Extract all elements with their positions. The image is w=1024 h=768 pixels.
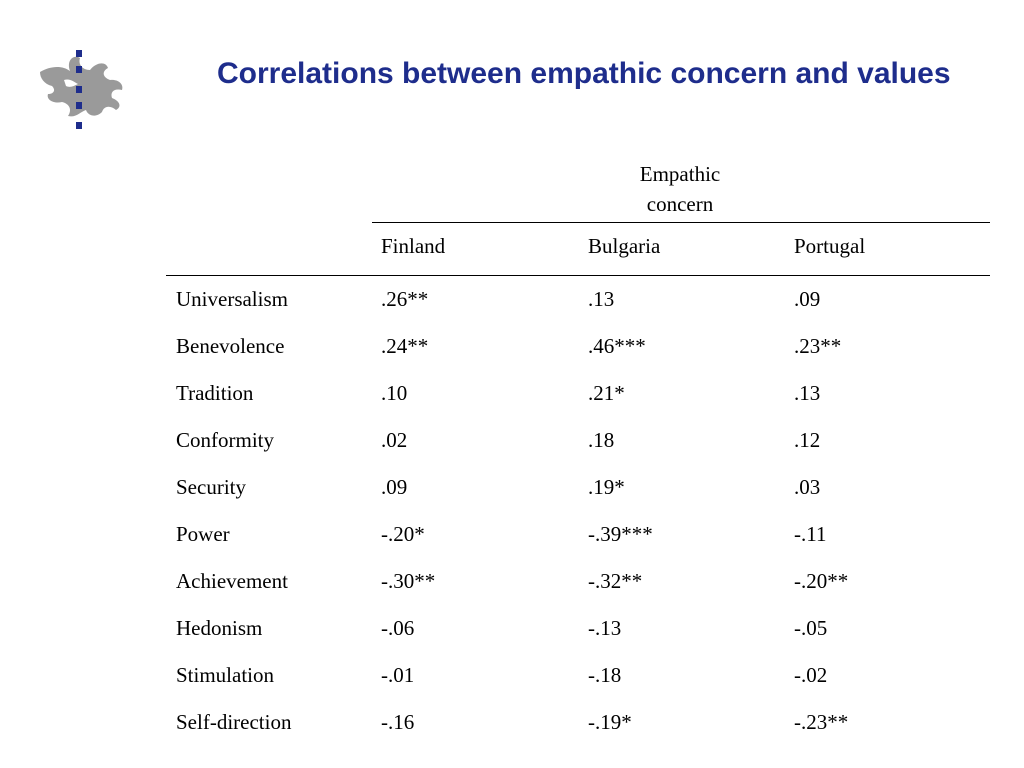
row-label: Tradition <box>176 381 254 405</box>
flame-logo-graphic <box>40 50 123 129</box>
row-label: Benevolence <box>176 334 285 358</box>
row-label: Hedonism <box>176 616 263 640</box>
cell-bulgaria: .18 <box>588 428 615 452</box>
group-header-line-1: Empathic <box>639 162 721 186</box>
table-header-rule <box>166 275 990 276</box>
table-row: Stimulation -.01 -.18 -.02 <box>0 660 1024 690</box>
cell-bulgaria: .13 <box>588 287 615 311</box>
cell-finland: .02 <box>381 428 408 452</box>
cell-bulgaria: .46*** <box>588 334 646 358</box>
cell-portugal: -.23** <box>794 710 849 734</box>
table-row: Tradition .10 .21* .13 <box>0 378 1024 408</box>
cell-bulgaria: -.39*** <box>588 522 653 546</box>
row-label: Self-direction <box>176 710 292 734</box>
cell-portugal: -.20** <box>794 569 849 593</box>
cell-portugal: .23** <box>794 334 842 358</box>
table-row: Hedonism -.06 -.13 -.05 <box>0 613 1024 643</box>
cell-portugal: .09 <box>794 287 821 311</box>
cell-portugal: .13 <box>794 381 821 405</box>
cell-portugal: .12 <box>794 428 821 452</box>
table-row: Achievement -.30** -.32** -.20** <box>0 566 1024 596</box>
cell-portugal: -.05 <box>794 616 828 640</box>
group-header-line-2: concern <box>646 192 714 216</box>
cell-bulgaria: -.18 <box>588 663 622 687</box>
table-row: Self-direction -.16 -.19* -.23** <box>0 707 1024 737</box>
table-row: Conformity .02 .18 .12 <box>0 425 1024 455</box>
cell-finland: .26** <box>381 287 429 311</box>
cell-bulgaria: .21* <box>588 381 625 405</box>
cell-finland: -.16 <box>381 710 415 734</box>
column-header-bulgaria: Bulgaria <box>588 234 661 258</box>
row-label: Stimulation <box>176 663 275 687</box>
cell-bulgaria: -.32** <box>588 569 643 593</box>
table-top-rule <box>372 222 990 223</box>
cell-finland: -.01 <box>381 663 415 687</box>
flame-logo-icon <box>34 46 134 136</box>
cell-portugal: -.11 <box>794 522 827 546</box>
cell-portugal: .03 <box>794 475 821 499</box>
table-row: Universalism .26** .13 .09 <box>0 284 1024 314</box>
cell-bulgaria: -.13 <box>588 616 622 640</box>
row-label: Achievement <box>176 569 288 593</box>
row-label: Security <box>176 475 246 499</box>
row-label: Power <box>176 522 230 546</box>
cell-finland: -.20* <box>381 522 425 546</box>
table-row: Power -.20* -.39*** -.11 <box>0 519 1024 549</box>
cell-finland: -.06 <box>381 616 415 640</box>
cell-finland: .10 <box>381 381 408 405</box>
cell-finland: .24** <box>381 334 429 358</box>
cell-bulgaria: .19* <box>588 475 625 499</box>
cell-finland: .09 <box>381 475 408 499</box>
column-header-portugal: Portugal <box>794 234 866 258</box>
cell-portugal: -.02 <box>794 663 828 687</box>
cell-finland: -.30** <box>381 569 436 593</box>
row-label: Conformity <box>176 428 274 452</box>
group-header: Empathic concern <box>580 159 780 219</box>
row-label: Universalism <box>176 287 288 311</box>
cell-bulgaria: -.19* <box>588 710 632 734</box>
slide-title: Correlations between empathic concern an… <box>217 57 951 90</box>
column-header-finland: Finland <box>381 234 446 258</box>
table-row: Security .09 .19* .03 <box>0 472 1024 502</box>
table-row: Benevolence .24** .46*** .23** <box>0 331 1024 361</box>
